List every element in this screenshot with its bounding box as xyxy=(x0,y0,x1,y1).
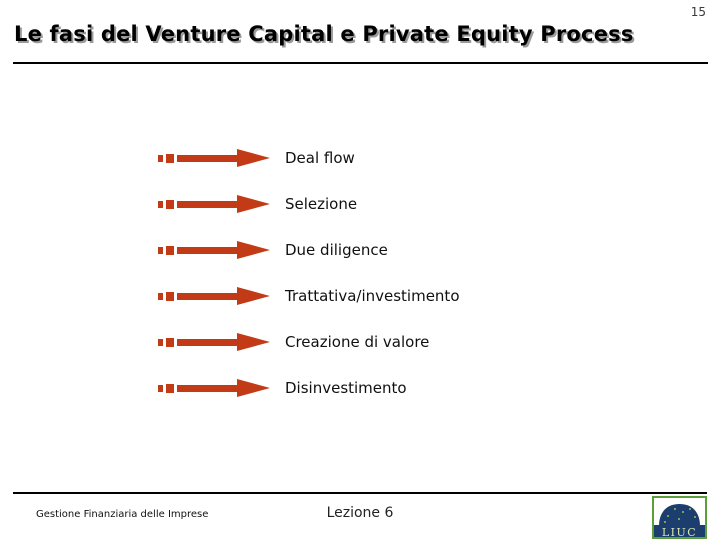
list-item: Disinvestimento xyxy=(158,365,460,411)
list-item-label: Creazione di valore xyxy=(285,333,430,351)
logo-text: LIUC xyxy=(662,526,697,539)
page-title: Le fasi del Venture Capital e Private Eq… xyxy=(14,22,634,46)
list-item-label: Trattativa/investimento xyxy=(285,287,460,305)
liuc-dome-logo: LIUC xyxy=(652,496,707,539)
bullet-list: Deal flow Selezione xyxy=(158,135,460,411)
list-item-label: Deal flow xyxy=(285,149,355,167)
arrow-right-icon xyxy=(158,287,270,305)
title-divider xyxy=(13,62,708,64)
list-item-label: Disinvestimento xyxy=(285,379,407,397)
footer-course-name: Gestione Finanziaria delle Imprese xyxy=(36,509,209,520)
arrow-right-icon xyxy=(158,241,270,259)
arrow-right-icon xyxy=(158,195,270,213)
page-number: 15 xyxy=(690,5,706,19)
footer-lesson-label: Lezione 6 xyxy=(326,505,394,521)
arrow-right-icon xyxy=(158,333,270,351)
list-item-label: Selezione xyxy=(285,195,358,213)
footer-divider xyxy=(13,492,707,494)
list-item: Deal flow xyxy=(158,135,460,181)
list-item: Trattativa/investimento xyxy=(158,273,460,319)
arrow-right-icon xyxy=(158,379,270,397)
arrow-right-icon xyxy=(158,149,270,167)
list-item: Creazione di valore xyxy=(158,319,460,365)
list-item: Due diligence xyxy=(158,227,460,273)
list-item: Selezione xyxy=(158,181,460,227)
list-item-label: Due diligence xyxy=(285,241,388,259)
